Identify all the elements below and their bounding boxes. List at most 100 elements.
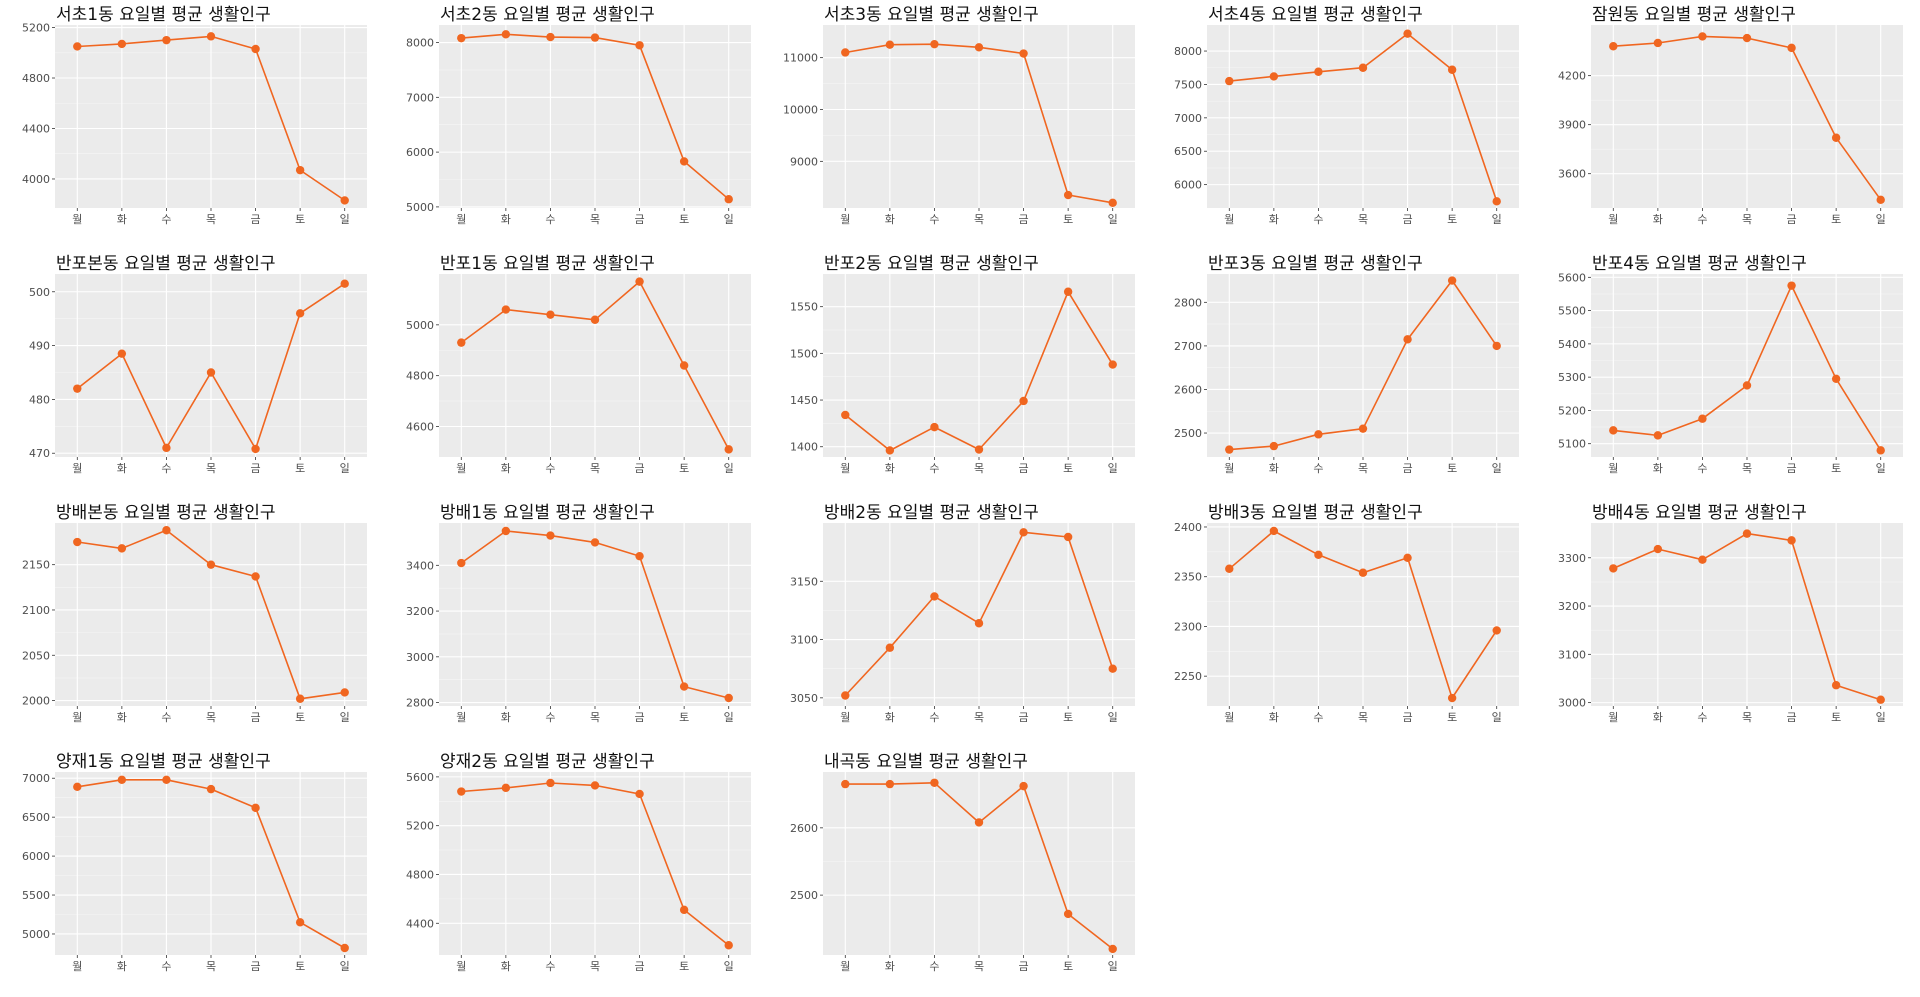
chart-panel-17: 양재2동 요일별 평균 생활인구 4400 4800 5200 5600 월 화 수 목 금 토 일 (384, 747, 768, 996)
y-tick-label: 2100 (22, 604, 50, 617)
x-tick-label: 토 (679, 213, 689, 226)
line-chart: 9000 10000 11000 월 화 수 목 금 토 일 (783, 25, 1135, 226)
data-point (974, 818, 984, 827)
x-tick-label: 일 (340, 710, 350, 724)
data-point (590, 315, 600, 324)
line-chart: 3050 3100 3150 월 화 수 목 금 토 일 (790, 523, 1135, 724)
x-tick-label: 일 (340, 959, 350, 973)
data-point (1358, 63, 1368, 72)
chart-title: 반포본동 요일별 평균 생활인구 (56, 254, 276, 274)
data-point (635, 41, 644, 50)
data-point (841, 779, 850, 789)
x-tick-label: 화 (117, 462, 127, 475)
line-chart: 3600 3900 4200 월 화 수 목 금 토 일 (1558, 25, 1903, 226)
x-tick-label: 목 (1742, 711, 1752, 724)
data-point (251, 572, 260, 581)
chart-title: 양재2동 요일별 평균 생활인구 (440, 752, 655, 772)
data-point (1108, 198, 1117, 208)
data-point (501, 783, 511, 793)
data-point (73, 537, 82, 547)
x-tick-label: 금 (635, 960, 645, 973)
data-point (1609, 42, 1618, 51)
data-point (1447, 65, 1457, 74)
data-point (1019, 781, 1028, 791)
x-tick-label: 월 (840, 960, 850, 973)
y-tick-label: 490 (29, 340, 50, 353)
y-tick-label: 2050 (22, 649, 50, 662)
data-point (635, 551, 644, 561)
y-tick-label: 3000 (1558, 697, 1586, 710)
x-tick-label: 토 (679, 711, 689, 724)
x-tick-label: 월 (1224, 462, 1234, 475)
x-tick-label: 목 (590, 462, 600, 475)
x-tick-label: 월 (72, 711, 82, 724)
data-point (1492, 341, 1501, 351)
x-tick-label: 화 (1269, 462, 1279, 475)
x-tick-label: 토 (295, 711, 305, 724)
y-tick-label: 2300 (1174, 620, 1202, 633)
x-tick-label: 목 (1358, 462, 1368, 475)
x-tick-label: 화 (1653, 711, 1663, 724)
y-tick-label: 8000 (406, 37, 434, 50)
x-tick-label: 월 (456, 960, 466, 973)
x-tick-label: 화 (117, 711, 127, 724)
y-tick-label: 1400 (790, 441, 818, 454)
x-tick-label: 일 (1876, 212, 1886, 226)
y-tick-label: 6500 (1174, 145, 1202, 158)
x-tick-label: 일 (1876, 710, 1886, 724)
chart-panel-7: 반포1동 요일별 평균 생활인구 4600 4800 5000 월 화 수 목 금 토 일 (384, 249, 768, 498)
x-tick-label: 수 (161, 462, 171, 475)
data-point (1698, 32, 1707, 41)
data-point (1314, 430, 1323, 439)
x-tick-label: 일 (724, 212, 734, 226)
x-tick-label: 토 (1831, 711, 1841, 724)
y-tick-label: 2000 (22, 695, 50, 708)
x-tick-label: 일 (1492, 212, 1502, 226)
y-tick-label: 4600 (406, 421, 434, 434)
x-tick-label: 수 (545, 213, 555, 226)
data-point (1225, 76, 1234, 86)
x-tick-label: 목 (206, 960, 216, 973)
data-point (117, 775, 127, 784)
data-point (885, 40, 895, 49)
y-tick-label: 5200 (406, 820, 434, 833)
y-tick-label: 2700 (1174, 340, 1202, 353)
x-tick-label: 일 (1108, 212, 1118, 226)
data-point (340, 688, 349, 697)
x-tick-label: 월 (456, 462, 466, 475)
x-tick-label: 수 (1697, 213, 1707, 226)
x-tick-label: 월 (456, 711, 466, 724)
chart-title: 반포4동 요일별 평균 생활인구 (1592, 254, 1807, 274)
x-tick-label: 토 (1447, 213, 1457, 226)
y-tick-label: 9000 (790, 155, 818, 168)
data-point (679, 157, 689, 166)
x-tick-label: 일 (724, 710, 734, 724)
y-tick-label: 6000 (22, 850, 50, 863)
y-tick-label: 4800 (22, 72, 50, 85)
y-tick-label: 480 (29, 393, 50, 406)
line-chart: 5000 5500 6000 6500 7000 월 화 수 목 금 토 일 (22, 772, 367, 973)
data-point (206, 784, 216, 794)
data-point (1742, 33, 1752, 43)
data-point (1269, 526, 1279, 536)
data-point (1358, 568, 1368, 577)
x-tick-label: 금 (1787, 711, 1797, 724)
line-chart: 4400 4800 5200 5600 월 화 수 목 금 토 일 (406, 771, 751, 973)
y-tick-label: 1550 (790, 301, 818, 314)
data-point (73, 384, 82, 393)
x-tick-label: 수 (1313, 213, 1323, 226)
x-tick-label: 일 (1876, 461, 1886, 475)
y-tick-label: 1450 (790, 394, 818, 407)
x-tick-label: 수 (161, 960, 171, 973)
data-point (724, 195, 733, 204)
y-tick-label: 5500 (1558, 305, 1586, 318)
data-point (457, 33, 466, 43)
y-tick-label: 5500 (22, 889, 50, 902)
data-point (974, 43, 984, 52)
data-point (546, 531, 555, 540)
y-tick-label: 4000 (22, 173, 50, 186)
x-tick-label: 토 (1447, 711, 1457, 724)
x-tick-label: 수 (929, 711, 939, 724)
chart-title: 양재1동 요일별 평균 생활인구 (56, 752, 271, 772)
x-tick-label: 월 (72, 213, 82, 226)
